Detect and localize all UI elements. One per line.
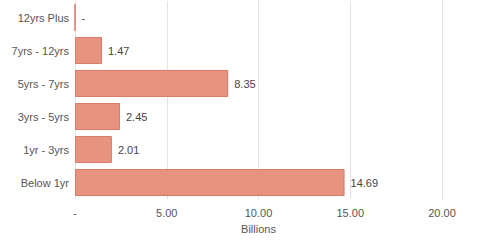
svg-text:1yr - 3yrs: 1yr - 3yrs [23,144,69,156]
svg-text:7yrs - 12yrs: 7yrs - 12yrs [12,45,70,57]
svg-text:2.01: 2.01 [118,144,139,156]
svg-text:1.47: 1.47 [108,45,129,57]
svg-text:10.00: 10.00 [245,207,273,219]
svg-text:-: - [82,12,86,24]
svg-text:14.69: 14.69 [351,177,379,189]
svg-text:12yrs Plus: 12yrs Plus [18,12,70,24]
svg-text:5yrs - 7yrs: 5yrs - 7yrs [18,78,70,90]
svg-text:8.35: 8.35 [234,78,255,90]
svg-text:15.00: 15.00 [336,207,364,219]
svg-text:3yrs - 5yrs: 3yrs - 5yrs [18,111,70,123]
svg-text:20.00: 20.00 [428,207,456,219]
svg-text:2.45: 2.45 [126,111,147,123]
svg-text:Billions: Billions [241,223,276,235]
svg-text:-: - [73,207,77,219]
svg-text:5.00: 5.00 [156,207,177,219]
svg-text:Below 1yr: Below 1yr [21,177,70,189]
